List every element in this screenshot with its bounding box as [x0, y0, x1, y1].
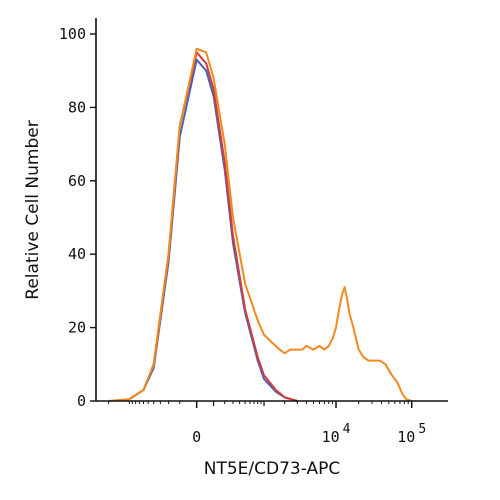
y-tick-label: 100 — [59, 25, 86, 43]
histogram-series-2 — [128, 58, 298, 402]
histogram-series-1 — [128, 51, 298, 402]
y-tick-label: 0 — [77, 392, 86, 410]
y-tick-label: 40 — [68, 245, 86, 263]
histogram-series-0 — [108, 47, 413, 402]
y-tick-label: 20 — [68, 319, 86, 337]
x-axis-ticks: 0 10 4 10 5 — [108, 401, 426, 446]
x-tick-label: 10 5 — [397, 422, 426, 446]
x-tick-label: 0 — [192, 428, 201, 446]
y-axis-title: Relative Cell Number — [23, 120, 43, 299]
y-axis-ticks: 0 20 40 60 80 100 — [59, 25, 96, 410]
x-tick-label: 10 4 — [322, 422, 351, 446]
y-tick-label: 80 — [68, 98, 86, 116]
y-tick-label: 60 — [68, 172, 86, 190]
plot-area — [108, 47, 413, 402]
x-axis-title: NT5E/CD73-APC — [204, 459, 341, 479]
